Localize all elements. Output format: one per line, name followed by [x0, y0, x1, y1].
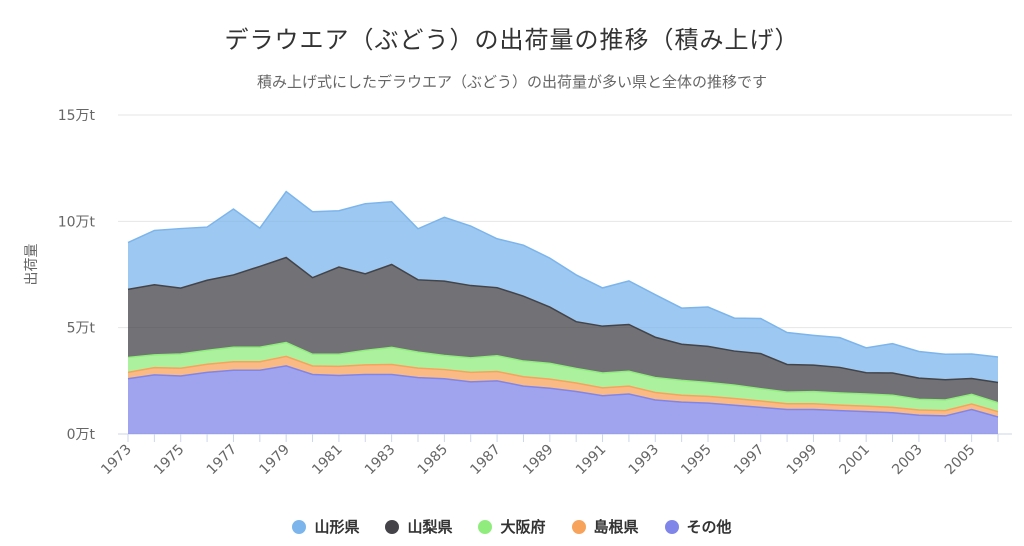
x-tick-label: 1997: [731, 442, 768, 479]
chart-legend: 山形県 山梨県 大阪府 島根県 その他: [0, 516, 1024, 538]
x-tick-label: 1981: [309, 442, 346, 479]
legend-swatch: [664, 519, 679, 534]
series-line-山梨県: [127, 256, 999, 384]
legend-label: 島根県: [593, 518, 639, 536]
series-line-島根県: [127, 355, 999, 413]
y-tick-label: 5万t: [67, 321, 96, 337]
chart-title: デラウエア（ぶどう）の出荷量の推移（積み上げ）: [224, 26, 800, 54]
x-tick-label: 1977: [204, 442, 241, 479]
x-tick-label: 1987: [467, 442, 504, 479]
x-tick-label: 2005: [942, 442, 979, 479]
y-tick-label: 0万t: [67, 427, 96, 443]
legend-swatch: [385, 519, 400, 534]
x-tick-label: 1979: [256, 442, 293, 479]
x-tick-label: 1991: [573, 442, 610, 479]
series-line-山形県: [127, 190, 999, 358]
chart-subtitle: 積み上げ式にしたデラウエア（ぶどう）の出荷量が多い県と全体の推移です: [256, 73, 767, 91]
x-tick-label: 2003: [889, 442, 926, 479]
area-大阪府: [128, 342, 998, 412]
legend-swatch: [478, 519, 493, 534]
series-line-大阪府: [127, 341, 999, 404]
legend-swatch: [292, 519, 307, 534]
legend-label: その他: [686, 518, 732, 536]
area-島根県: [128, 356, 998, 417]
x-tick-label: 2001: [836, 442, 873, 479]
y-tick-label: 10万t: [58, 214, 96, 230]
legend-label: 大阪府: [500, 518, 546, 536]
x-tick-label: 1973: [98, 442, 135, 479]
y-axis-title: 出荷量: [24, 244, 40, 286]
area-その他: [128, 365, 998, 434]
legend-item[interactable]: 島根県: [571, 516, 639, 537]
legend-swatch: [571, 519, 586, 534]
legend-item[interactable]: 山形県: [292, 516, 359, 537]
area-山梨県: [128, 257, 998, 403]
series-line-その他: [127, 365, 999, 418]
x-tick-label: 1989: [520, 442, 557, 479]
x-tick-label: 1999: [784, 442, 821, 479]
x-tick-label: 1995: [678, 442, 715, 479]
x-tick-label: 1975: [151, 442, 188, 479]
x-tick-label: 1985: [415, 442, 452, 479]
x-tick-label: 1983: [362, 442, 399, 479]
legend-item[interactable]: 山梨県: [385, 516, 452, 537]
area-山形県: [128, 191, 998, 383]
legend-item[interactable]: その他: [664, 516, 732, 537]
legend-label: 山梨県: [407, 518, 453, 536]
y-tick-label: 15万t: [58, 108, 96, 124]
x-tick-label: 1993: [626, 442, 663, 479]
legend-label: 山形県: [314, 518, 360, 536]
legend-item[interactable]: 大阪府: [478, 516, 546, 537]
